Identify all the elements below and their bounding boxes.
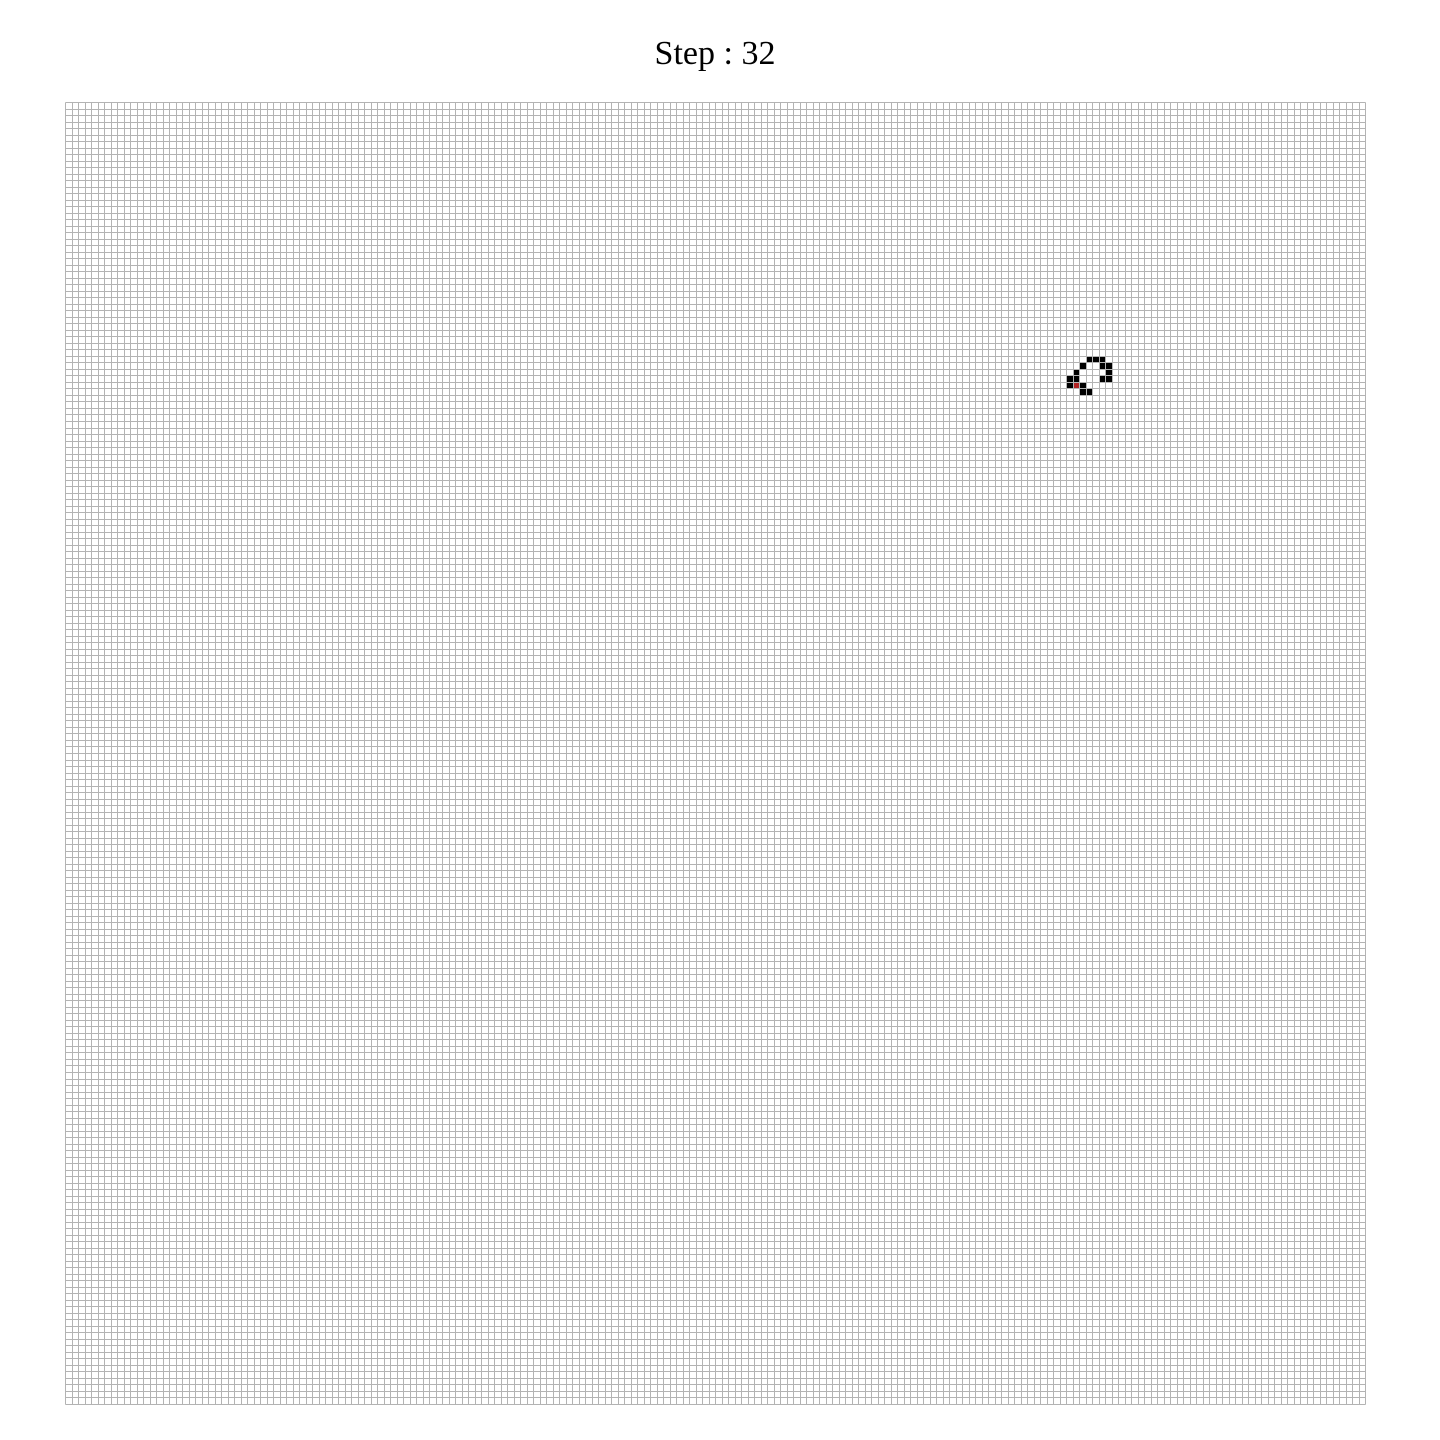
- live-cell: [1105, 362, 1112, 370]
- live-cell: [1105, 375, 1112, 383]
- live-cell: [1086, 356, 1093, 363]
- live-cell: [1079, 388, 1086, 396]
- live-cell: [1066, 375, 1073, 383]
- step-label: Step: [654, 35, 715, 72]
- grid-canvas[interactable]: [65, 102, 1366, 1405]
- step-counter: Step : 32: [0, 32, 1430, 76]
- grid-lines: [65, 102, 1366, 1405]
- live-cell: [1099, 375, 1106, 383]
- cell-layer: [1066, 356, 1112, 396]
- live-cell: [1073, 375, 1080, 383]
- simulation-board[interactable]: [65, 102, 1366, 1405]
- ant-marker: [1073, 382, 1080, 389]
- live-cell: [1066, 382, 1073, 389]
- live-cell: [1073, 369, 1080, 376]
- live-cell: [1099, 356, 1106, 363]
- live-cell: [1079, 382, 1086, 389]
- live-cell: [1105, 369, 1112, 376]
- live-cell: [1079, 362, 1086, 370]
- step-value: 32: [741, 35, 776, 72]
- live-cell: [1099, 362, 1106, 370]
- step-separator: :: [715, 35, 742, 72]
- live-cell: [1092, 356, 1099, 363]
- live-cell: [1086, 388, 1093, 396]
